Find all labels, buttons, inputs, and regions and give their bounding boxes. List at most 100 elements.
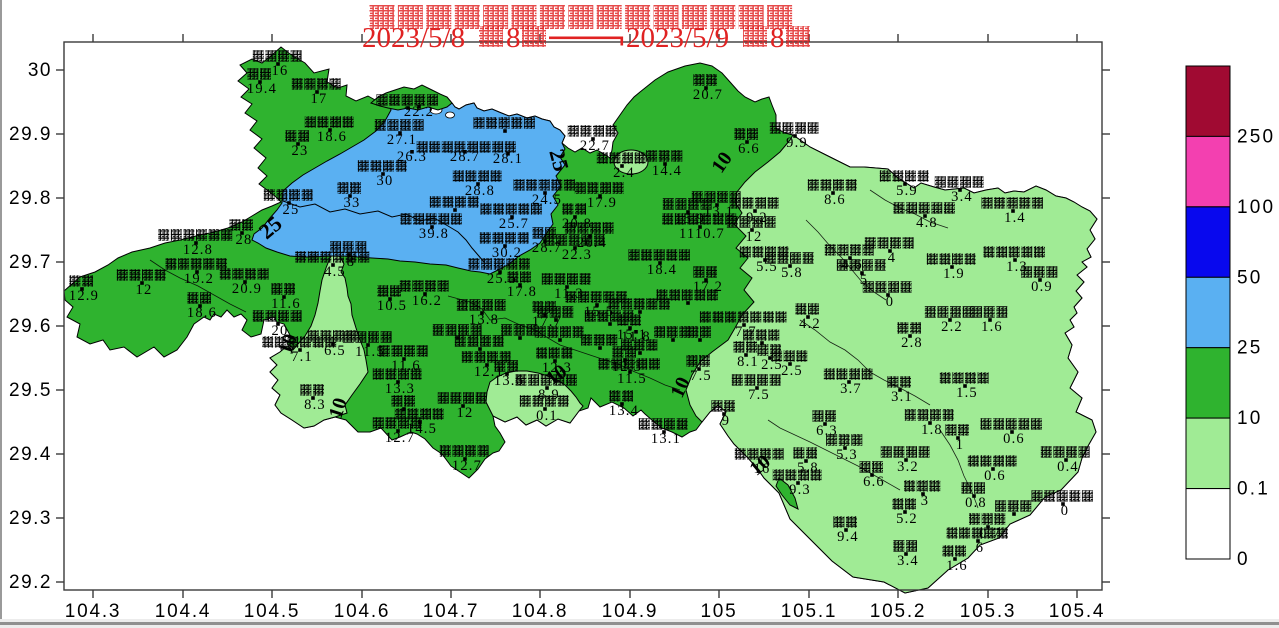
svg-text:104.4: 104.4 xyxy=(155,601,212,622)
svg-text:13.8: 13.8 xyxy=(469,312,499,328)
svg-text:1.4: 1.4 xyxy=(1004,210,1026,226)
svg-text:104.7: 104.7 xyxy=(423,601,480,622)
svg-text:6: 6 xyxy=(976,540,984,556)
svg-text:11.5: 11.5 xyxy=(617,371,647,387)
svg-text:22.3: 22.3 xyxy=(562,247,592,263)
svg-text:12.7: 12.7 xyxy=(452,458,482,474)
svg-text:2.2: 2.2 xyxy=(941,319,963,335)
svg-text:20.7: 20.7 xyxy=(693,87,723,103)
svg-text:9.3: 9.3 xyxy=(789,482,811,498)
svg-text:27.1: 27.1 xyxy=(387,132,417,148)
svg-text:28: 28 xyxy=(236,232,253,248)
svg-text:12.7: 12.7 xyxy=(385,430,415,446)
svg-text:0.9: 0.9 xyxy=(1031,279,1053,295)
svg-text:8: 8 xyxy=(770,22,785,54)
svg-text:4: 4 xyxy=(888,250,896,266)
svg-text:13.4: 13.4 xyxy=(609,403,639,419)
svg-text:8.6: 8.6 xyxy=(824,192,846,208)
svg-text:29.8: 29.8 xyxy=(9,188,52,209)
svg-text:39.8: 39.8 xyxy=(419,226,449,242)
svg-text:25: 25 xyxy=(283,202,300,218)
svg-text:17: 17 xyxy=(311,91,328,107)
svg-text:15.1: 15.1 xyxy=(617,327,647,343)
svg-text:20.9: 20.9 xyxy=(232,281,262,297)
svg-text:12: 12 xyxy=(457,405,474,421)
svg-text:29.3: 29.3 xyxy=(9,508,52,529)
svg-text:1.6: 1.6 xyxy=(981,319,1003,335)
svg-text:105: 105 xyxy=(700,601,737,622)
svg-text:12.3: 12.3 xyxy=(542,360,572,376)
svg-text:17.7: 17.7 xyxy=(532,314,562,330)
svg-text:28.1: 28.1 xyxy=(493,151,523,167)
svg-text:8: 8 xyxy=(506,22,521,54)
svg-text:105.4: 105.4 xyxy=(1049,601,1106,622)
svg-text:28.7: 28.7 xyxy=(450,149,480,165)
svg-text:9: 9 xyxy=(722,413,730,429)
svg-text:4.8: 4.8 xyxy=(916,215,938,231)
svg-text:18.6: 18.6 xyxy=(187,305,217,321)
svg-text:0.6: 0.6 xyxy=(1003,431,1025,447)
svg-text:5.8: 5.8 xyxy=(781,265,803,281)
svg-text:4.2: 4.2 xyxy=(799,316,821,332)
svg-text:13.1: 13.1 xyxy=(651,431,681,447)
svg-text:0.1: 0.1 xyxy=(1237,479,1270,500)
svg-text:7.7: 7.7 xyxy=(735,324,757,340)
svg-text:26.3: 26.3 xyxy=(397,149,427,165)
svg-text:50: 50 xyxy=(1237,267,1263,288)
svg-text:12.8: 12.8 xyxy=(183,242,213,258)
svg-text:30.2: 30.2 xyxy=(492,245,522,261)
svg-text:29.4: 29.4 xyxy=(9,444,52,465)
svg-text:2.8: 2.8 xyxy=(901,335,923,351)
svg-text:2023/5/8: 2023/5/8 xyxy=(362,22,465,54)
svg-text:16: 16 xyxy=(272,63,289,79)
svg-text:29.9: 29.9 xyxy=(9,124,52,145)
svg-text:1.6: 1.6 xyxy=(946,558,968,574)
svg-text:25.5: 25.5 xyxy=(487,271,517,287)
svg-text:104.6: 104.6 xyxy=(334,601,391,622)
svg-text:7.5: 7.5 xyxy=(748,387,770,403)
svg-text:1.8: 1.8 xyxy=(921,422,943,438)
svg-text:6.6: 6.6 xyxy=(863,474,885,490)
svg-text:17.9: 17.9 xyxy=(587,195,617,211)
svg-text:11.6: 11.6 xyxy=(271,296,301,312)
svg-text:1.5: 1.5 xyxy=(956,385,978,401)
svg-text:0: 0 xyxy=(1237,549,1250,570)
svg-text:0.7: 0.7 xyxy=(979,526,1001,542)
svg-text:12.9: 12.9 xyxy=(69,288,99,304)
svg-text:12: 12 xyxy=(136,282,153,298)
svg-text:19.2: 19.2 xyxy=(184,271,214,287)
svg-text:8.1: 8.1 xyxy=(737,354,759,370)
svg-text:3.2: 3.2 xyxy=(897,459,919,475)
svg-text:1: 1 xyxy=(956,437,964,453)
svg-text:6.5: 6.5 xyxy=(324,343,346,359)
svg-text:10: 10 xyxy=(1237,408,1263,429)
svg-text:11.8: 11.8 xyxy=(621,329,651,345)
svg-text:16: 16 xyxy=(754,461,771,477)
svg-text:29.7: 29.7 xyxy=(9,252,52,273)
svg-text:0.6: 0.6 xyxy=(984,468,1006,484)
svg-text:17.8: 17.8 xyxy=(507,284,537,300)
svg-text:0: 0 xyxy=(1061,503,1069,519)
svg-text:0.1: 0.1 xyxy=(536,408,558,424)
svg-text:25.7: 25.7 xyxy=(499,216,529,232)
svg-text:30: 30 xyxy=(28,60,52,81)
svg-text:12: 12 xyxy=(746,229,763,245)
svg-text:0.4: 0.4 xyxy=(1057,459,1079,475)
svg-text:3: 3 xyxy=(921,493,929,509)
svg-text:8.3: 8.3 xyxy=(304,397,326,413)
svg-text:28.8: 28.8 xyxy=(465,183,495,199)
svg-text:105.2: 105.2 xyxy=(870,601,927,622)
svg-text:23: 23 xyxy=(292,143,309,159)
svg-text:18.6: 18.6 xyxy=(317,129,347,145)
svg-text:3.1: 3.1 xyxy=(891,389,913,405)
svg-text:104.8: 104.8 xyxy=(512,601,569,622)
svg-text:104.3: 104.3 xyxy=(65,601,122,622)
svg-text:24.5: 24.5 xyxy=(532,192,562,208)
svg-text:29.2: 29.2 xyxy=(9,572,52,593)
svg-text:2.5: 2.5 xyxy=(781,363,803,379)
svg-text:18.4: 18.4 xyxy=(647,262,677,278)
svg-text:5: 5 xyxy=(860,272,868,288)
svg-text:3.4: 3.4 xyxy=(897,553,919,569)
svg-text:29.6: 29.6 xyxy=(9,316,52,337)
svg-text:1110.7: 1110.7 xyxy=(679,226,725,242)
